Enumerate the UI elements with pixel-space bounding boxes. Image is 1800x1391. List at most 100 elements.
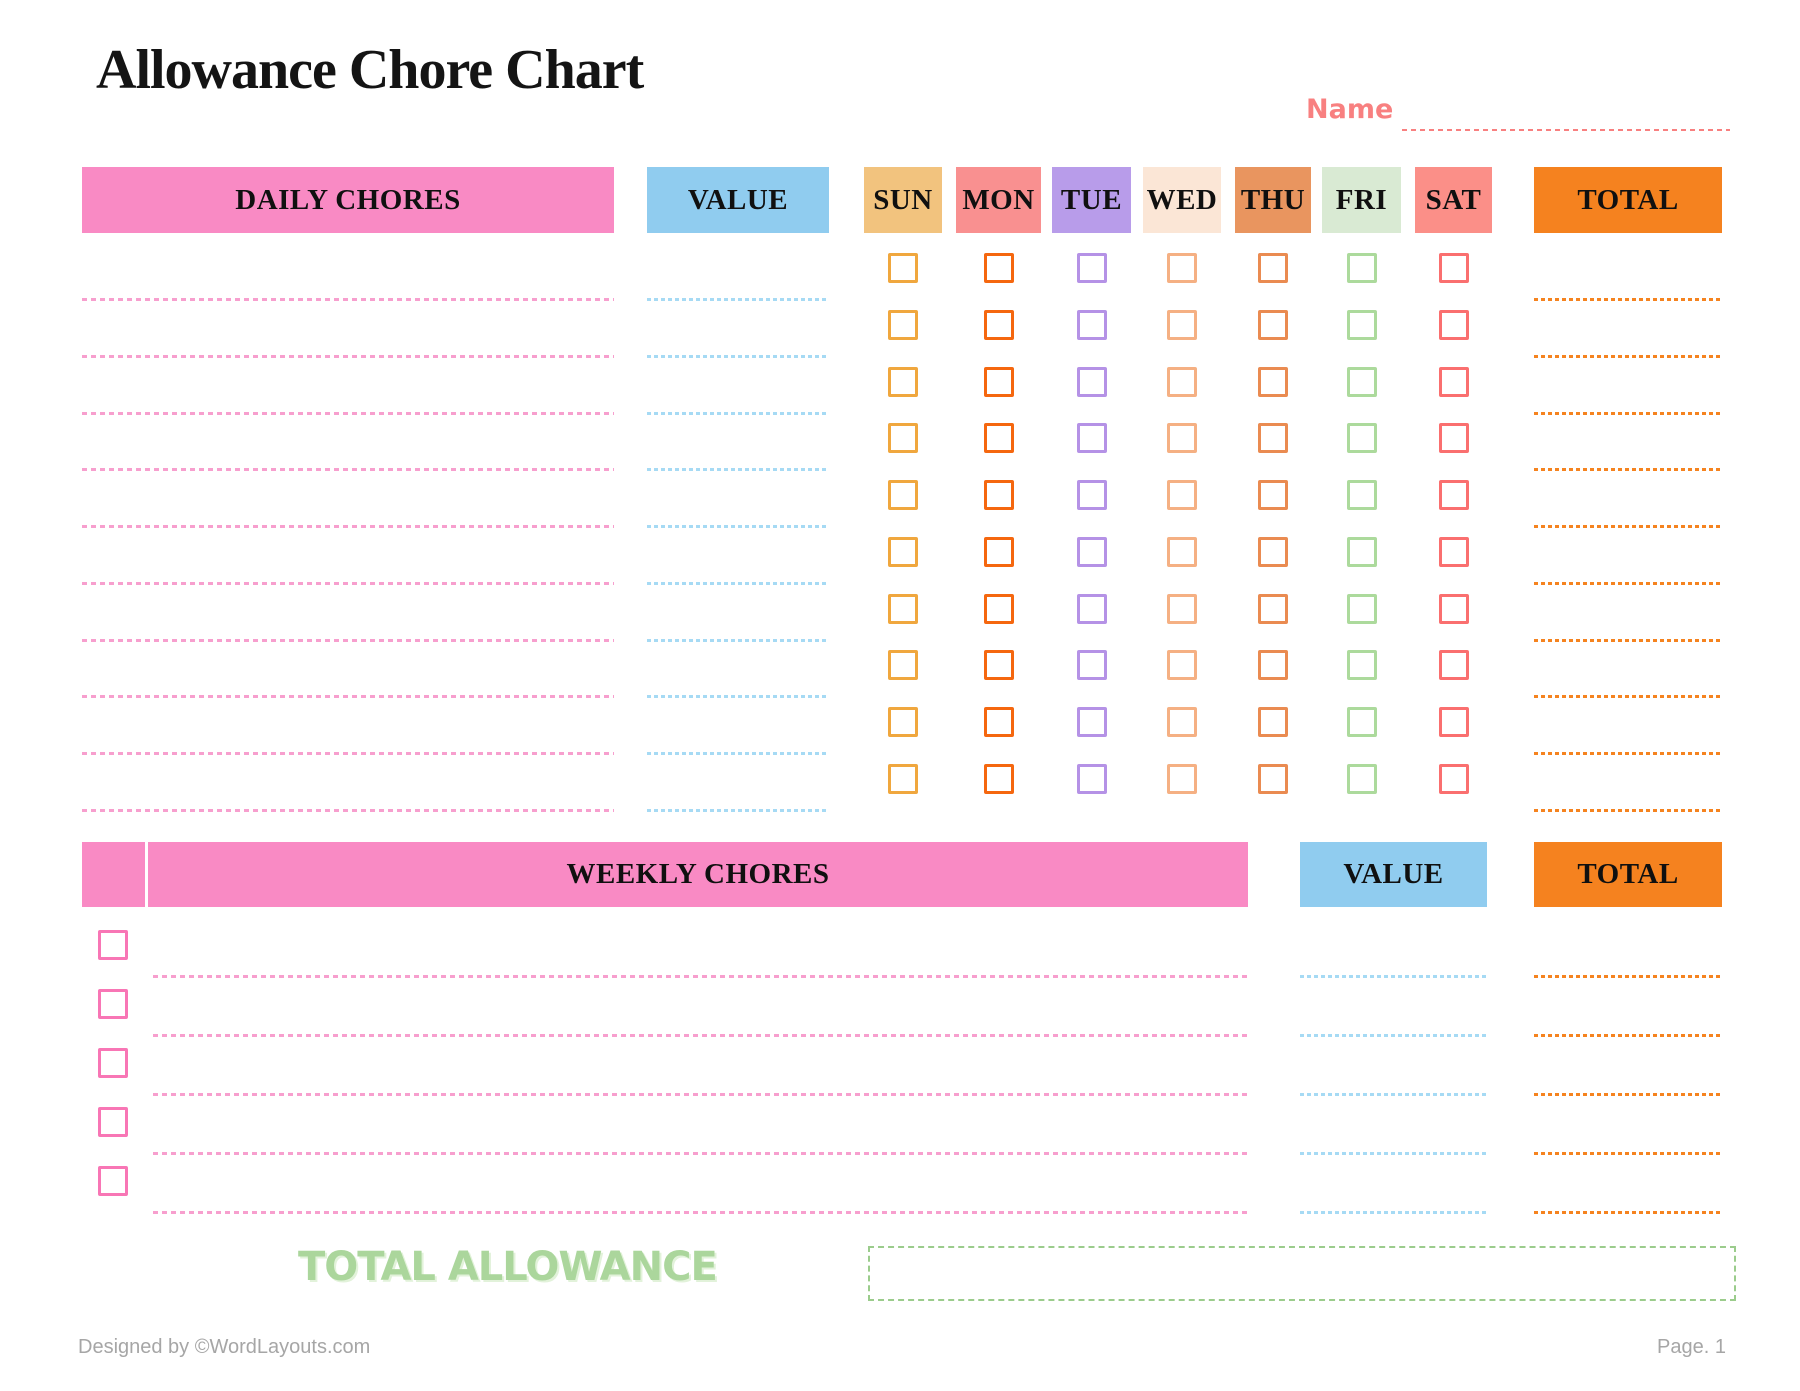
daily-checkbox-sat[interactable]: [1439, 253, 1469, 283]
daily-checkbox-sun[interactable]: [888, 310, 918, 340]
weekly-value-line[interactable]: [1300, 975, 1487, 978]
daily-checkbox-thu[interactable]: [1258, 480, 1288, 510]
daily-checkbox-mon[interactable]: [984, 594, 1014, 624]
daily-checkbox-fri[interactable]: [1347, 537, 1377, 567]
weekly-checkbox[interactable]: [98, 1166, 128, 1196]
daily-value-line[interactable]: [647, 695, 829, 698]
daily-checkbox-thu[interactable]: [1258, 253, 1288, 283]
daily-checkbox-sat[interactable]: [1439, 594, 1469, 624]
weekly-total-line[interactable]: [1534, 975, 1722, 978]
daily-checkbox-sat[interactable]: [1439, 537, 1469, 567]
daily-checkbox-mon[interactable]: [984, 253, 1014, 283]
daily-checkbox-sun[interactable]: [888, 537, 918, 567]
daily-checkbox-sun[interactable]: [888, 423, 918, 453]
daily-checkbox-sun[interactable]: [888, 650, 918, 680]
daily-checkbox-tue[interactable]: [1077, 367, 1107, 397]
weekly-total-line[interactable]: [1534, 1093, 1722, 1096]
daily-checkbox-mon[interactable]: [984, 650, 1014, 680]
weekly-total-line[interactable]: [1534, 1211, 1722, 1214]
daily-value-line[interactable]: [647, 298, 829, 301]
weekly-checkbox[interactable]: [98, 1107, 128, 1137]
weekly-chore-line[interactable]: [153, 1211, 1248, 1214]
daily-value-line[interactable]: [647, 468, 829, 471]
daily-total-line[interactable]: [1534, 695, 1722, 698]
daily-checkbox-mon[interactable]: [984, 367, 1014, 397]
daily-total-line[interactable]: [1534, 582, 1722, 585]
daily-total-line[interactable]: [1534, 639, 1722, 642]
daily-checkbox-fri[interactable]: [1347, 594, 1377, 624]
daily-checkbox-sun[interactable]: [888, 707, 918, 737]
daily-checkbox-sun[interactable]: [888, 480, 918, 510]
daily-total-line[interactable]: [1534, 298, 1722, 301]
daily-chore-line[interactable]: [82, 355, 614, 358]
daily-checkbox-mon[interactable]: [984, 480, 1014, 510]
daily-checkbox-sun[interactable]: [888, 367, 918, 397]
daily-value-line[interactable]: [647, 525, 829, 528]
daily-chore-line[interactable]: [82, 809, 614, 812]
daily-checkbox-sun[interactable]: [888, 764, 918, 794]
daily-checkbox-wed[interactable]: [1167, 764, 1197, 794]
daily-checkbox-sun[interactable]: [888, 594, 918, 624]
daily-checkbox-mon[interactable]: [984, 537, 1014, 567]
daily-checkbox-tue[interactable]: [1077, 650, 1107, 680]
daily-value-line[interactable]: [647, 639, 829, 642]
daily-chore-line[interactable]: [82, 525, 614, 528]
daily-checkbox-mon[interactable]: [984, 707, 1014, 737]
daily-total-line[interactable]: [1534, 355, 1722, 358]
daily-checkbox-fri[interactable]: [1347, 253, 1377, 283]
weekly-total-line[interactable]: [1534, 1034, 1722, 1037]
daily-checkbox-wed[interactable]: [1167, 367, 1197, 397]
daily-chore-line[interactable]: [82, 639, 614, 642]
daily-checkbox-wed[interactable]: [1167, 594, 1197, 624]
daily-checkbox-thu[interactable]: [1258, 537, 1288, 567]
daily-checkbox-sat[interactable]: [1439, 480, 1469, 510]
daily-value-line[interactable]: [647, 412, 829, 415]
daily-checkbox-thu[interactable]: [1258, 764, 1288, 794]
daily-checkbox-fri[interactable]: [1347, 480, 1377, 510]
daily-checkbox-mon[interactable]: [984, 423, 1014, 453]
total-allowance-input-box[interactable]: [868, 1246, 1736, 1301]
daily-checkbox-wed[interactable]: [1167, 423, 1197, 453]
daily-checkbox-thu[interactable]: [1258, 367, 1288, 397]
weekly-value-line[interactable]: [1300, 1211, 1487, 1214]
daily-total-line[interactable]: [1534, 412, 1722, 415]
daily-checkbox-wed[interactable]: [1167, 650, 1197, 680]
daily-checkbox-fri[interactable]: [1347, 707, 1377, 737]
daily-value-line[interactable]: [647, 355, 829, 358]
daily-checkbox-tue[interactable]: [1077, 480, 1107, 510]
daily-checkbox-mon[interactable]: [984, 310, 1014, 340]
daily-checkbox-sat[interactable]: [1439, 423, 1469, 453]
weekly-checkbox[interactable]: [98, 1048, 128, 1078]
daily-chore-line[interactable]: [82, 695, 614, 698]
daily-total-line[interactable]: [1534, 468, 1722, 471]
daily-total-line[interactable]: [1534, 525, 1722, 528]
daily-checkbox-sat[interactable]: [1439, 310, 1469, 340]
daily-checkbox-fri[interactable]: [1347, 367, 1377, 397]
daily-checkbox-fri[interactable]: [1347, 764, 1377, 794]
daily-checkbox-tue[interactable]: [1077, 707, 1107, 737]
daily-checkbox-tue[interactable]: [1077, 594, 1107, 624]
weekly-checkbox[interactable]: [98, 989, 128, 1019]
daily-checkbox-wed[interactable]: [1167, 537, 1197, 567]
daily-checkbox-thu[interactable]: [1258, 594, 1288, 624]
daily-total-line[interactable]: [1534, 809, 1722, 812]
daily-chore-line[interactable]: [82, 298, 614, 301]
weekly-chore-line[interactable]: [153, 975, 1248, 978]
weekly-checkbox[interactable]: [98, 930, 128, 960]
weekly-value-line[interactable]: [1300, 1152, 1487, 1155]
daily-checkbox-fri[interactable]: [1347, 310, 1377, 340]
daily-checkbox-thu[interactable]: [1258, 423, 1288, 453]
weekly-total-line[interactable]: [1534, 1152, 1722, 1155]
daily-checkbox-sat[interactable]: [1439, 764, 1469, 794]
daily-chore-line[interactable]: [82, 412, 614, 415]
daily-checkbox-fri[interactable]: [1347, 423, 1377, 453]
daily-value-line[interactable]: [647, 752, 829, 755]
daily-chore-line[interactable]: [82, 582, 614, 585]
daily-total-line[interactable]: [1534, 752, 1722, 755]
daily-checkbox-tue[interactable]: [1077, 537, 1107, 567]
daily-checkbox-wed[interactable]: [1167, 480, 1197, 510]
daily-chore-line[interactable]: [82, 468, 614, 471]
daily-chore-line[interactable]: [82, 752, 614, 755]
daily-checkbox-wed[interactable]: [1167, 253, 1197, 283]
weekly-chore-line[interactable]: [153, 1093, 1248, 1096]
